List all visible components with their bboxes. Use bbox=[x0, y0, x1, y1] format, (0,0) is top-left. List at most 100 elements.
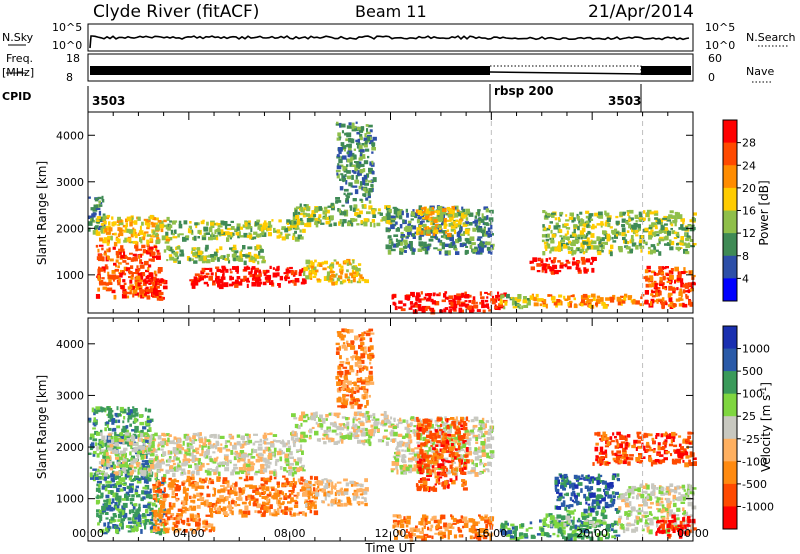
velocity-cell-6 bbox=[383, 414, 388, 419]
power-cell-10 bbox=[427, 245, 430, 251]
power-cell-16 bbox=[602, 241, 606, 245]
velocity-cell-3 bbox=[194, 486, 198, 491]
power-cell-16 bbox=[585, 215, 590, 219]
power-cell-16 bbox=[578, 219, 581, 224]
velocity-cell-5 bbox=[339, 503, 344, 507]
velocity-cell-4 bbox=[302, 479, 306, 482]
velocity-cell-6 bbox=[340, 439, 344, 444]
power-cell-10 bbox=[476, 238, 481, 241]
velocity-cell-4 bbox=[263, 477, 268, 483]
power-cell-16 bbox=[577, 225, 580, 231]
power-cell-10 bbox=[410, 248, 415, 252]
power-cell-4 bbox=[181, 251, 184, 256]
velocity-cell-2 bbox=[263, 432, 267, 435]
velocity-cell-2 bbox=[115, 465, 120, 469]
velocity-cell-6 bbox=[368, 441, 372, 447]
power-cell-15 bbox=[585, 258, 591, 263]
velocity-cell-0 bbox=[90, 475, 95, 480]
power-cell-16 bbox=[576, 248, 580, 252]
velocity-cell-3 bbox=[192, 505, 197, 511]
power-cell-9 bbox=[359, 155, 362, 159]
velocity-cell-2 bbox=[172, 449, 176, 454]
power-cell-4 bbox=[192, 254, 198, 258]
power-cell-10 bbox=[408, 241, 413, 245]
power-cell-1 bbox=[120, 255, 125, 259]
power-cell-11 bbox=[463, 214, 467, 218]
power-cell-6 bbox=[243, 266, 247, 271]
power-cell-8 bbox=[320, 222, 325, 225]
power-cell-11 bbox=[430, 219, 434, 223]
power-cell-17 bbox=[664, 288, 667, 290]
power-cell-9 bbox=[346, 158, 351, 163]
power-cell-10 bbox=[471, 242, 476, 246]
power-cell-16 bbox=[583, 223, 588, 228]
power-cell-6 bbox=[284, 276, 288, 282]
power-cell-16 bbox=[674, 231, 678, 234]
power-cell-9 bbox=[358, 157, 363, 161]
velocity-cell-1 bbox=[103, 531, 108, 535]
power-cell-16 bbox=[624, 233, 627, 237]
power-cell-11 bbox=[420, 213, 423, 216]
velocity-cell-1 bbox=[137, 517, 142, 522]
power-cell-16 bbox=[614, 235, 618, 239]
power-cell-8 bbox=[341, 221, 344, 227]
velocity-cell-0 bbox=[145, 453, 148, 458]
velocity-cell-1 bbox=[136, 480, 142, 484]
power-cell-16 bbox=[609, 251, 613, 257]
power-cell-1 bbox=[151, 288, 155, 294]
power-cell-10 bbox=[467, 233, 470, 236]
velocity-cell-5 bbox=[364, 478, 368, 483]
power-cell-11 bbox=[431, 206, 434, 210]
power-cell-8 bbox=[303, 204, 307, 207]
power-cell-12 bbox=[410, 291, 415, 296]
power-cell-4 bbox=[240, 249, 243, 252]
velocity-cell-6 bbox=[376, 428, 380, 433]
power-cell-2 bbox=[112, 221, 117, 226]
power-cell-9 bbox=[340, 123, 346, 128]
velocity-cell-4 bbox=[226, 482, 230, 488]
velocity-cell-2 bbox=[105, 457, 111, 461]
velocity-cell-6 bbox=[292, 440, 296, 445]
power-cell-10 bbox=[411, 213, 416, 216]
velocity-cell-4 bbox=[250, 495, 255, 500]
power-cell-14 bbox=[586, 297, 589, 303]
power-cell-12 bbox=[394, 306, 398, 311]
velocity-cell-2 bbox=[162, 451, 167, 457]
power-cell-16 bbox=[621, 232, 626, 237]
power-cell-12 bbox=[498, 303, 503, 307]
power-cell-15 bbox=[534, 258, 538, 261]
power-cell-12 bbox=[464, 303, 470, 308]
power-cell-14 bbox=[542, 304, 547, 308]
velocity-cell-2 bbox=[116, 461, 121, 467]
velocity-cell-2 bbox=[206, 439, 211, 442]
power-cell-9 bbox=[337, 147, 343, 152]
power-cell-16 bbox=[639, 245, 645, 249]
power-cell-16 bbox=[580, 236, 583, 240]
velocity-cell-1 bbox=[104, 505, 108, 510]
power-cell-1 bbox=[137, 248, 143, 251]
velocity-cell-2 bbox=[132, 442, 135, 446]
power-cell-1 bbox=[106, 248, 111, 253]
power-cell-11 bbox=[449, 217, 454, 221]
power-cell-7 bbox=[310, 262, 315, 266]
power-cell-5 bbox=[273, 227, 276, 233]
velocity-cell-3 bbox=[170, 479, 176, 485]
power-colorbar-segment bbox=[723, 120, 737, 144]
velocity-cell-2 bbox=[99, 471, 105, 474]
velocity-cell-6 bbox=[315, 411, 318, 416]
power-cell-14 bbox=[586, 295, 591, 298]
power-cell-12 bbox=[402, 303, 407, 307]
power-cell-4 bbox=[242, 245, 246, 250]
nave-tick-bottom: 0 bbox=[708, 71, 715, 84]
power-cell-10 bbox=[468, 212, 474, 217]
velocity-cell-2 bbox=[265, 465, 271, 469]
power-cell-1 bbox=[153, 270, 157, 275]
power-cell-16 bbox=[612, 232, 616, 235]
velocity-cell-2 bbox=[244, 433, 249, 436]
velocity-cell-6 bbox=[345, 417, 349, 421]
power-cell-16 bbox=[668, 214, 673, 219]
power-cell-6 bbox=[251, 266, 256, 270]
velocity-cell-6 bbox=[369, 414, 373, 419]
power-cell-10 bbox=[457, 231, 461, 236]
power-cell-9 bbox=[355, 139, 360, 143]
